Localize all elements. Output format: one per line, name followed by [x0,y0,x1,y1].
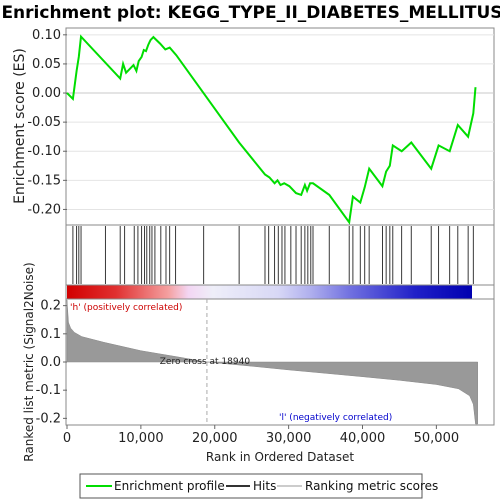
metric-y-tick-label: 0.0 [40,355,61,370]
legend-label-enrichment-profile: Enrichment profile [114,479,225,493]
ranking-metric-area [66,299,478,425]
metric-y-tick-label: -0.1 [36,383,61,398]
legend-label-hits: Hits [253,479,276,493]
x-tick-label: 50,000 [414,431,460,446]
x-axis-label: Rank in Ordered Dataset [206,450,354,464]
metric-y-axis-ticks: 0.2 0.1 0.0 -0.1 -0.2 [36,299,67,426]
es-y-tick-label: 0.10 [32,28,61,43]
es-y-axis-ticks: 0.10 0.05 0.00 -0.05 -0.10 -0.15 -0.20 [27,28,67,217]
hit-markers [72,226,474,284]
legend-label-ranking-metric: Ranking metric scores [305,479,438,493]
es-y-tick-label: 0.00 [32,86,61,101]
es-y-axis-label: Enrichment score (ES) [12,48,28,204]
legend-frame [79,473,423,499]
x-tick-label: 10,000 [118,431,164,446]
enrichment-profile-line [66,34,477,225]
x-tick-label: 20,000 [192,431,238,446]
x-tick-label: 30,000 [266,431,312,446]
chart-title: Enrichment plot: KEGG_TYPE_II_DIABETES_M… [1,3,500,23]
metric-y-tick-label: 0.2 [40,299,61,314]
es-panel-frame [65,27,495,226]
es-y-tick-label: -0.10 [27,144,61,159]
es-y-tick-label: 0.05 [32,57,61,72]
metric-y-axis-label: Ranked list metric (Signal2Noise) [22,262,36,461]
legend: Enrichment profile Hits Ranking metric s… [79,473,438,499]
metric-y-tick-label: -0.2 [36,411,61,426]
negative-correlation-label: 'l' (negatively correlated) [279,413,392,423]
es-y-tick-label: -0.05 [27,115,61,130]
positive-correlation-label: 'h' (positively correlated) [70,303,182,313]
x-tick-label: 40,000 [340,431,386,446]
x-tick-label: 0 [63,431,71,446]
hits-panel-frame [65,224,495,286]
metric-y-tick-label: 0.1 [40,327,61,342]
es-y-tick-label: -0.15 [27,173,61,188]
zero-cross-label: Zero cross at 18940 [160,357,251,367]
rank-color-bar [67,285,472,299]
es-y-tick-label: -0.20 [27,202,61,217]
x-axis-ticks: 0 10,000 20,000 30,000 40,000 50,000 [63,425,459,446]
